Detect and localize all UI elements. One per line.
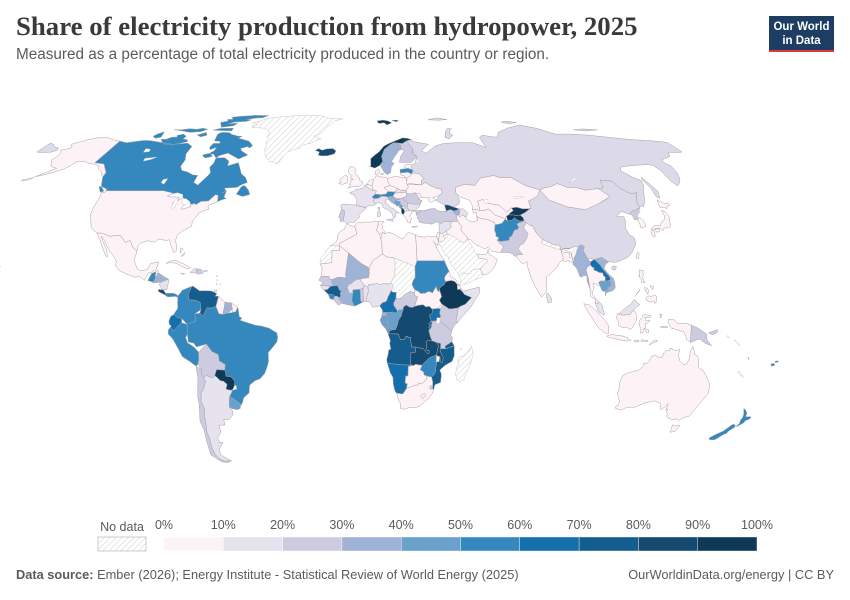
svg-text:0%: 0% [155,518,173,532]
svg-text:20%: 20% [270,518,295,532]
svg-text:90%: 90% [685,518,710,532]
svg-text:No data: No data [100,520,144,534]
svg-text:60%: 60% [507,518,532,532]
svg-text:70%: 70% [567,518,592,532]
svg-text:50%: 50% [448,518,473,532]
svg-text:40%: 40% [389,518,414,532]
svg-text:10%: 10% [211,518,236,532]
svg-text:80%: 80% [626,518,651,532]
svg-text:30%: 30% [329,518,354,532]
svg-text:100%: 100% [741,518,773,532]
